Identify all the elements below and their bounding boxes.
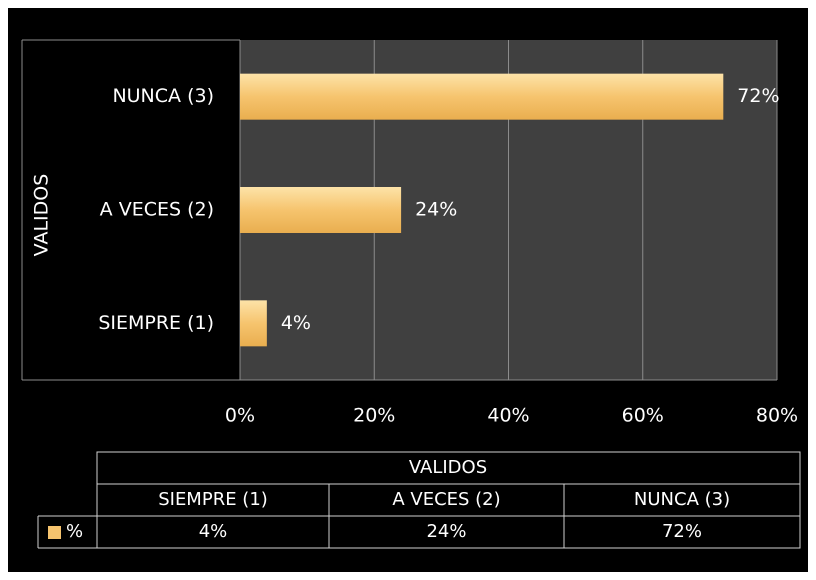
legend-label: %: [66, 521, 83, 542]
y-tick-label: SIEMPRE (1): [98, 312, 214, 334]
table-category: SIEMPRE (1): [158, 489, 268, 510]
x-tick-label: 80%: [756, 405, 798, 427]
bar: [240, 300, 267, 347]
table-value: 4%: [199, 521, 228, 542]
data-table-frame: [37, 451, 801, 549]
y-tick-label: A VECES (2): [100, 199, 214, 221]
y-tick-label: NUNCA (3): [112, 85, 214, 107]
bar: [240, 187, 402, 233]
legend-swatch: [48, 526, 61, 539]
data-label: 4%: [281, 312, 311, 334]
x-tick-label: 60%: [622, 405, 664, 427]
y-axis-label: VALIDOS: [31, 174, 53, 257]
table-category: A VECES (2): [392, 489, 500, 510]
data-label: 72%: [737, 85, 779, 107]
bar: [240, 73, 724, 120]
table-title: VALIDOS: [409, 457, 487, 478]
table-category: NUNCA (3): [634, 489, 730, 510]
data-label: 24%: [415, 199, 457, 221]
x-tick-label: 0%: [225, 405, 255, 427]
x-tick-label: 20%: [353, 405, 395, 427]
x-tick-label: 40%: [487, 405, 529, 427]
table-value: 72%: [662, 521, 702, 542]
table-value: 24%: [426, 521, 466, 542]
